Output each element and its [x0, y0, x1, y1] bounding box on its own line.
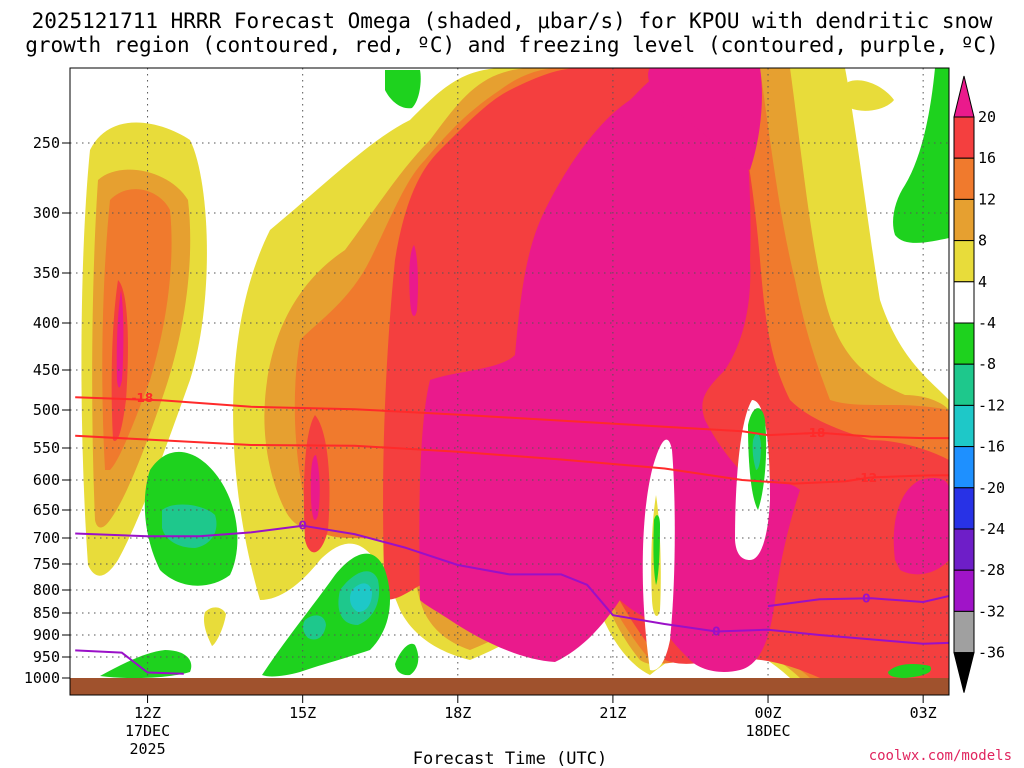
- contour-label: 0: [712, 624, 720, 638]
- y-tick-label: 650: [33, 501, 60, 519]
- omega-region-gt-20-main: [419, 68, 800, 672]
- colorbar-swatch: [953, 404, 975, 448]
- omega-region-gt-20-18z: [409, 245, 418, 316]
- x-tick-label: 00Z: [754, 704, 781, 722]
- colorbar-label: 8: [978, 232, 987, 250]
- y-tick-label: 800: [33, 581, 60, 599]
- colorbar-swatch: [953, 610, 975, 654]
- y-tick-label: 300: [33, 204, 60, 222]
- y-tick-label: 500: [33, 401, 60, 419]
- omega-sink-green-right: [893, 68, 949, 243]
- contour-line--12: [75, 434, 949, 485]
- x-tick-year: 2025: [129, 740, 165, 758]
- colorbar-arrow-top: [953, 75, 975, 118]
- x-tick-date: 17DEC: [125, 722, 170, 740]
- colorbar-swatch: [953, 281, 975, 324]
- ground-surface: [70, 678, 949, 695]
- plot-frame: [69, 67, 950, 696]
- colorbar-label: -16: [978, 438, 1005, 456]
- y-tick-label: 1000: [24, 669, 60, 687]
- colorbar-label: -20: [978, 479, 1005, 497]
- colorbar-swatch: [953, 157, 975, 200]
- colorbar: 20 16 12 8 4 -4 -8 -12 -16 -20 -24 -28 -32 -36: [953, 75, 1005, 693]
- colorbar-swatch: [953, 487, 975, 530]
- contour-label: -18: [804, 426, 826, 440]
- x-tick-date: 18DEC: [745, 722, 790, 740]
- omega-region-gt-20-late: [893, 478, 949, 575]
- y-tick-label: 400: [33, 314, 60, 332]
- contour-label: 0: [298, 519, 306, 533]
- contours: [75, 396, 949, 675]
- y-tick-label: 850: [33, 604, 60, 622]
- colorbar-swatch: [953, 446, 975, 489]
- y-tick-label: 700: [33, 529, 60, 547]
- colorbar-swatch: [953, 528, 975, 571]
- x-tick-label: 18Z: [444, 704, 471, 722]
- colorbar-label: -8: [978, 355, 996, 373]
- omega-region-4-8-14z: [203, 607, 226, 646]
- omega-sink-cyan-17z: [350, 583, 372, 612]
- omega-region-gt-20-early: [116, 290, 124, 388]
- omega-sink-green-23z: [653, 515, 660, 585]
- contour-line-0-surface-: [75, 649, 184, 675]
- colorbar-label: -12: [978, 396, 1005, 414]
- omega-sink-green-04z: [888, 664, 931, 678]
- omega-sink-teal-01z: [752, 433, 761, 470]
- omega-sink-green-12z: [100, 650, 192, 678]
- site-credit[interactable]: coolwx.com/models: [869, 748, 1012, 764]
- contour-labels: -18 -18 -12 0 0 0: [132, 391, 878, 638]
- y-tick-label: 900: [33, 626, 60, 644]
- omega-sink-green-upper: [385, 70, 421, 109]
- colorbar-label: -28: [978, 561, 1005, 579]
- x-tick-label: 12Z: [134, 704, 161, 722]
- colorbar-label: 20: [978, 108, 996, 126]
- y-axis: 250 300 350 400 450 500 550 600 650 700 750 800 850 9…: [24, 134, 70, 687]
- colorbar-label: -24: [978, 520, 1005, 538]
- contour-line--18: [75, 396, 949, 440]
- colorbar-arrow-bottom: [953, 652, 975, 693]
- y-tick-label: 450: [33, 361, 60, 379]
- contour-line-0-upper-: [75, 524, 949, 645]
- x-tick-label: 15Z: [289, 704, 316, 722]
- omega-sink-green-18z: [395, 643, 419, 676]
- chart-title-line-1: 2025121711 HRRR Forecast Omega (shaded, …: [32, 9, 993, 33]
- colorbar-label: -4: [978, 314, 996, 332]
- contour-label: -12: [855, 471, 877, 485]
- y-tick-label: 950: [33, 648, 60, 666]
- colorbar-label: 4: [978, 273, 987, 291]
- colorbar-label: -36: [978, 644, 1005, 662]
- colorbar-swatch: [953, 569, 975, 612]
- omega-region-4-8-upper-right: [844, 80, 894, 111]
- colorbar-label: 16: [978, 149, 996, 167]
- y-tick-label: 550: [33, 439, 60, 457]
- contour-label: -18: [132, 391, 154, 405]
- colorbar-label: 12: [978, 190, 996, 208]
- colorbar-swatch: [953, 116, 975, 159]
- colorbar-swatch: [953, 363, 975, 406]
- omega-sink-teal-16z: [303, 615, 326, 640]
- contour-label: 0: [862, 591, 870, 605]
- colorbar-label: -32: [978, 602, 1005, 620]
- chart-title-line-2: growth region (contoured, red, ºC) and f…: [25, 33, 999, 57]
- x-tick-label: 03Z: [910, 704, 937, 722]
- x-axis-label: Forecast Time (UTC): [413, 749, 607, 768]
- y-tick-label: 350: [33, 264, 60, 282]
- omega-region-gt-20-upper: [648, 68, 762, 170]
- y-tick-label: 250: [33, 134, 60, 152]
- omega-shading: [81, 68, 949, 678]
- y-tick-label: 750: [33, 555, 60, 573]
- omega-region-gt-20-16z: [310, 455, 320, 520]
- x-tick-label: 21Z: [599, 704, 626, 722]
- colorbar-swatch: [953, 322, 975, 365]
- contour-line-0-lower-: [767, 594, 949, 608]
- colorbar-swatch: [953, 198, 975, 242]
- y-tick-label: 600: [33, 471, 60, 489]
- gridlines: [70, 68, 949, 678]
- colorbar-swatch: [953, 240, 975, 283]
